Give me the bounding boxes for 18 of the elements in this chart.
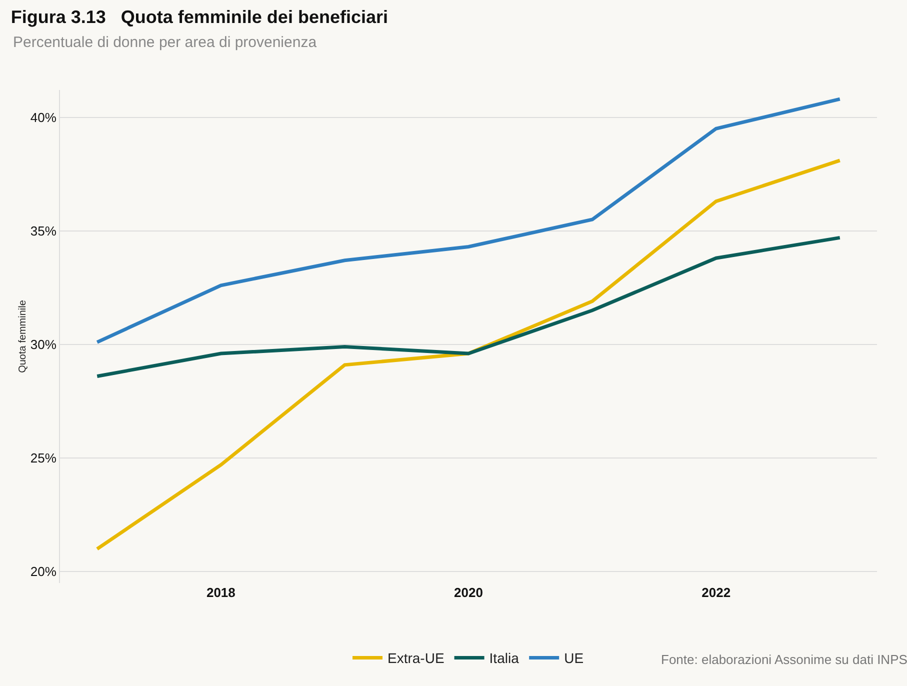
x-tick-label: 2018 bbox=[206, 585, 236, 600]
line-series bbox=[95, 97, 842, 344]
y-tick-label: 30% bbox=[30, 337, 57, 352]
legend-label: UE bbox=[564, 650, 584, 666]
y-axis-title: Quota femminile bbox=[17, 300, 28, 373]
legend-label: Italia bbox=[489, 650, 520, 666]
y-tick-label: 20% bbox=[30, 564, 57, 580]
source-note: Fonte: elaborazioni Assonime su dati INPS bbox=[661, 652, 907, 667]
y-tick-label: 40% bbox=[30, 110, 57, 125]
x-tick-label: 2022 bbox=[702, 585, 731, 600]
line-series bbox=[95, 158, 842, 551]
chart-title: Figura 3.13 Quota femminile dei beneficiari bbox=[10, 6, 388, 27]
y-tick-label: 25% bbox=[30, 450, 57, 466]
chart-subtitle: Percentuale di donne per area di provenienza bbox=[13, 34, 318, 51]
x-tick-label: 2020 bbox=[454, 585, 483, 600]
legend-label: Extra-UE bbox=[388, 650, 444, 666]
y-tick-label: 35% bbox=[30, 223, 57, 238]
line-series bbox=[95, 236, 842, 378]
